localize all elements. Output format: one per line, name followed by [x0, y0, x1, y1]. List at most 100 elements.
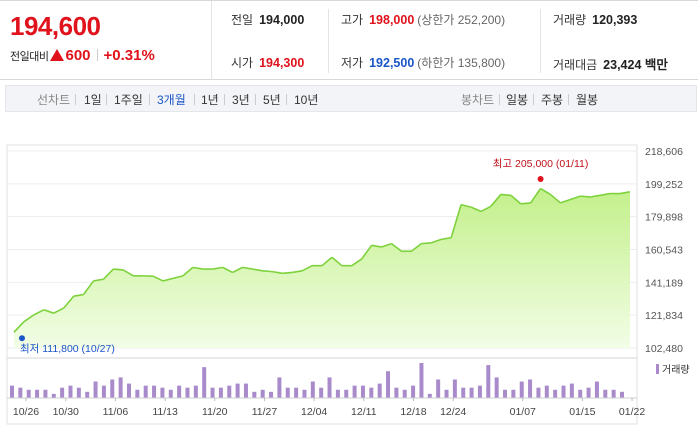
max-annotation: 최고 205,000 (01/11) [493, 158, 589, 170]
min-annotation: 최저 111,800 (10/27) [20, 343, 115, 355]
price-line-segment [540, 187, 551, 196]
y-axis: 218,606 199,252 179,898 160,543 141,189 121,8… [645, 146, 683, 355]
stat-high: 고가 198,000 (상한가 252,200) [341, 13, 506, 27]
price-line-segment [450, 204, 462, 238]
price-line-segment [371, 244, 382, 248]
price-line-segment [192, 266, 203, 270]
candle-monthly[interactable]: 월봉 [576, 93, 599, 107]
candle-daily[interactable]: 일봉 [506, 93, 529, 107]
up-triangle-icon [50, 49, 65, 61]
range-1d[interactable]: 1일 [84, 93, 102, 107]
price-line-segment [549, 193, 561, 204]
volume-bar [10, 385, 14, 398]
price-line-segment [520, 202, 531, 205]
volume-bar [302, 389, 307, 398]
range-10y[interactable]: 10년 [294, 93, 319, 107]
price-line-segment [23, 314, 35, 323]
volume-legend-label: 거래량 [662, 364, 690, 376]
divider [328, 9, 329, 73]
volume-bar [168, 389, 173, 398]
price-line-segment [321, 256, 333, 267]
range-3y[interactable]: 3년 [232, 93, 250, 107]
volume-bar [611, 389, 616, 398]
volume-bar [494, 377, 499, 398]
price-line [13, 187, 631, 333]
volume-legend: 거래량 [656, 364, 690, 376]
volume-bar [68, 385, 73, 398]
price-chart: 218,606 199,252 179,898 160,543 141,189 121,8… [6, 144, 690, 425]
price-line-segment [480, 205, 492, 213]
x-tick-label: 11/27 [252, 406, 278, 418]
price-line-segment [391, 243, 402, 252]
price-line-segment [152, 275, 164, 282]
price-line-segment [590, 194, 601, 198]
range-1w[interactable]: 1주일 [114, 93, 143, 107]
range-5y[interactable]: 5년 [263, 93, 281, 107]
volume-bar [553, 389, 558, 398]
volume-bar [126, 383, 131, 398]
annotations: 최고 205,000 (01/11) 최저 111,800 (10/27) [19, 158, 588, 355]
price-line-segment [242, 266, 253, 270]
price-line-segment [282, 271, 293, 275]
stat-volume: 거래량 120,393 [553, 13, 638, 27]
divider [194, 94, 195, 105]
price-line-segment [182, 266, 194, 277]
x-axis: 10/26 10/30 11/06 11/13 11/20 11/27 12/04 12/11… [13, 398, 645, 418]
volume-bar [143, 385, 148, 398]
volume-bar [386, 371, 391, 398]
price-line-segment [529, 188, 542, 204]
price-line-segment [500, 193, 511, 197]
volume-bar [360, 385, 365, 398]
volume-bar [427, 393, 432, 398]
price-change: 전일대비 600 +0.31% [10, 47, 155, 64]
line-chart-label: 선차트 [37, 93, 71, 107]
price-line-segment [331, 256, 343, 267]
volume-bar [411, 385, 416, 398]
current-price: 194,600 [10, 11, 101, 41]
price-line-segment [212, 266, 223, 270]
volume-bar [185, 387, 190, 398]
volume-bar [569, 383, 574, 398]
price-line-segment [292, 269, 303, 274]
stat-open: 시가 194,300 [231, 56, 305, 70]
price-line-segment [222, 266, 233, 274]
x-tick-label: 11/13 [152, 406, 178, 418]
y-tick-label: 160,543 [645, 245, 683, 257]
x-tick-label: 10/26 [13, 406, 39, 418]
divider [96, 49, 98, 61]
price-line-segment [580, 195, 591, 198]
volume-bar [352, 385, 357, 398]
candle-weekly[interactable]: 주봉 [541, 93, 564, 107]
range-3m[interactable]: 3개월 [157, 93, 186, 107]
price-line-segment [441, 236, 452, 241]
volume-bar [227, 385, 232, 398]
change-percent: +0.31% [103, 47, 155, 64]
price-line-segment [381, 242, 392, 248]
volume-bar [561, 385, 566, 398]
volume-bar [620, 391, 624, 398]
volume-bar [43, 389, 48, 398]
price-line-segment [122, 269, 134, 277]
x-tick-label: 12/18 [400, 406, 426, 418]
volume-bar [35, 389, 40, 398]
volume-bar [327, 377, 332, 398]
volume-bar [252, 391, 257, 398]
x-tick-label: 10/30 [53, 406, 79, 418]
price-line-segment [232, 266, 243, 274]
volume-bar [402, 389, 407, 398]
divider [499, 94, 500, 105]
volume-bar [285, 387, 290, 398]
volume-bar [377, 383, 382, 398]
max-marker [537, 176, 544, 182]
range-1y[interactable]: 1년 [201, 93, 219, 107]
x-tick-label: 11/06 [103, 406, 129, 418]
volume-legend-swatch [656, 364, 659, 374]
divider [286, 94, 287, 105]
price-line-segment [73, 293, 84, 298]
volume-bar [544, 385, 549, 398]
volume-bar [110, 379, 115, 398]
stat-low: 저가 192,500 (하한가 135,800) [341, 56, 506, 70]
divider [533, 94, 534, 105]
divider [75, 94, 76, 105]
y-tick-label: 218,606 [645, 146, 683, 158]
